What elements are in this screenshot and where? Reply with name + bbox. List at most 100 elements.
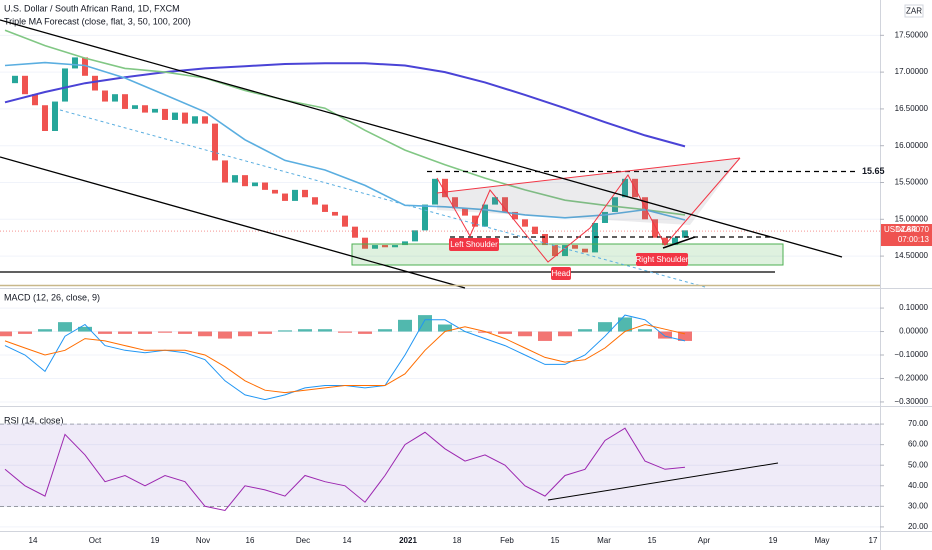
candle (352, 226, 358, 238)
candle (512, 211, 518, 220)
candle (332, 211, 338, 216)
candle (412, 230, 418, 242)
histogram-bar (118, 331, 132, 334)
histogram-bar (158, 331, 172, 333)
candle (532, 226, 538, 235)
histogram-bar (218, 331, 232, 339)
rsi-line (4, 427, 686, 512)
indicator-title: Triple MA Forecast (close, flat, 3, 50, … (4, 16, 191, 26)
histogram-bar (358, 331, 372, 334)
x-tick-label: 15 (551, 536, 560, 545)
candle (662, 237, 668, 246)
x-tick-label: 18 (453, 536, 462, 545)
x-tick-label: 15 (648, 536, 657, 545)
currency: ZAR (906, 7, 922, 16)
candle (152, 108, 158, 113)
candle (222, 160, 228, 183)
x-tick-label: 19 (151, 536, 160, 545)
candle (112, 94, 118, 102)
y-tick-label: −0.10000 (894, 350, 928, 359)
candle (52, 101, 58, 131)
histogram-bar (338, 331, 352, 333)
histogram-bar (18, 331, 32, 334)
candle (62, 68, 68, 102)
y-tick-label: 17.00000 (895, 67, 929, 76)
candle (172, 112, 178, 120)
x-tick-label: 19 (769, 536, 778, 545)
pattern-label: Head (551, 269, 570, 278)
moving-average (4, 29, 686, 216)
chart-title: U.S. Dollar / South African Rand, 1D, FX… (4, 3, 180, 13)
histogram-bar (378, 329, 392, 332)
candle (462, 208, 468, 216)
pattern-label: Right Shoulder (636, 255, 689, 264)
histogram-bar (258, 331, 272, 334)
trend-line (0, 156, 466, 289)
candle (642, 197, 648, 220)
histogram-bar (278, 330, 292, 332)
y-tick-label: −0.30000 (894, 397, 928, 406)
candle (282, 193, 288, 201)
candle (362, 237, 368, 249)
y-tick-label: −0.20000 (894, 374, 928, 383)
moving-average (4, 62, 686, 148)
support-zone (351, 243, 784, 266)
candle (542, 234, 548, 246)
histogram-bar (478, 331, 492, 333)
y-tick-label: 70.00 (908, 419, 929, 428)
candle (202, 116, 208, 124)
histogram-bar (418, 315, 432, 332)
histogram-bar (438, 324, 452, 332)
y-tick-label: 0.00000 (899, 327, 928, 336)
x-tick-label: Feb (500, 536, 514, 545)
y-tick-label: 20.00 (908, 522, 929, 531)
moving-average (4, 61, 686, 221)
y-tick-label: 0.10000 (899, 303, 928, 312)
pattern-label-box (551, 267, 571, 280)
candle (262, 182, 268, 190)
rsi-band (0, 424, 880, 507)
candle (192, 116, 198, 124)
candle (32, 94, 38, 106)
histogram-bar (578, 329, 592, 332)
histogram-bar (98, 331, 112, 334)
signal-line (4, 323, 686, 394)
y-tick-label: 15.00000 (895, 214, 929, 223)
y-tick-label: 16.00000 (895, 141, 929, 150)
histogram-bar (658, 331, 672, 339)
y-tick-label: 14.50000 (895, 251, 929, 260)
candle (232, 175, 238, 183)
candle (162, 108, 168, 120)
histogram-bar (638, 329, 652, 332)
currency-box (904, 4, 924, 18)
pattern-fill (437, 158, 740, 225)
candle (592, 222, 598, 253)
candle (472, 215, 478, 227)
candle (552, 245, 558, 257)
candle (92, 75, 98, 91)
x-tick-label: 2021 (399, 536, 417, 545)
histogram-bar (78, 326, 92, 332)
macd-title: MACD (12, 26, close, 9) (4, 292, 100, 302)
pattern-line (436, 157, 741, 263)
x-tick-label: Mar (597, 536, 611, 545)
candle (142, 105, 148, 113)
candle (502, 197, 508, 212)
candle (652, 219, 658, 238)
y-tick-label: 16.50000 (895, 104, 929, 113)
y-tick-label: 50.00 (908, 460, 929, 469)
drawings (0, 19, 880, 501)
rsi-title: RSI (14, close) (4, 415, 64, 425)
histogram-bar (58, 322, 72, 332)
pattern-label-box (636, 253, 688, 266)
candle (272, 189, 278, 194)
histogram-bar (498, 331, 512, 334)
x-tick-label: Oct (89, 536, 102, 545)
histogram-bar (678, 331, 692, 341)
candle (342, 215, 348, 227)
candle (582, 248, 588, 253)
histogram-bar (618, 317, 632, 332)
x-tick-label: 16 (246, 536, 255, 545)
candle (392, 245, 398, 248)
candle (302, 189, 308, 198)
